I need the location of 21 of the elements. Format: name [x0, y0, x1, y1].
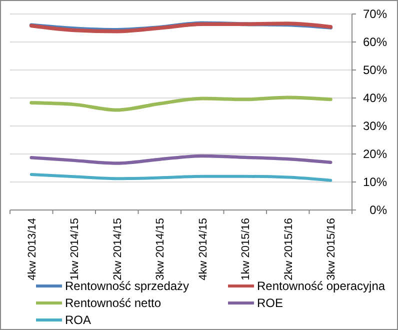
x-tick-label: 2kw 2015/16	[282, 218, 295, 280]
y-tick-label: 40%	[362, 91, 388, 106]
x-tick-label: 2kw 2014/15	[112, 218, 124, 280]
legend-label: ROA	[65, 313, 92, 328]
x-tick-label: 3kw 2015/16	[326, 218, 338, 280]
legend-label: Rentowność netto	[65, 296, 162, 310]
y-tick-label: 10%	[362, 175, 388, 190]
y-tick-label: 60%	[362, 35, 388, 50]
x-tick-label: 4kw 2014/15	[197, 218, 210, 280]
y-tick-label: 70%	[362, 7, 388, 22]
x-tick-label: 1kw 2015/16	[240, 218, 252, 280]
y-tick-label: 50%	[362, 63, 388, 78]
legend-label: Rentowność sprzedaży	[65, 279, 190, 294]
legend-label: Rentowność operacyjna	[257, 279, 386, 294]
y-tick-label: 30%	[362, 119, 388, 134]
x-tick-label: 4kw 2013/14	[26, 218, 38, 280]
legend-label: ROE	[257, 296, 284, 310]
x-tick-label: 3kw 2014/15	[154, 218, 167, 280]
y-tick-label: 20%	[362, 147, 388, 162]
y-tick-label: 0%	[370, 203, 388, 218]
x-tick-label: 1kw 2014/15	[69, 218, 82, 280]
